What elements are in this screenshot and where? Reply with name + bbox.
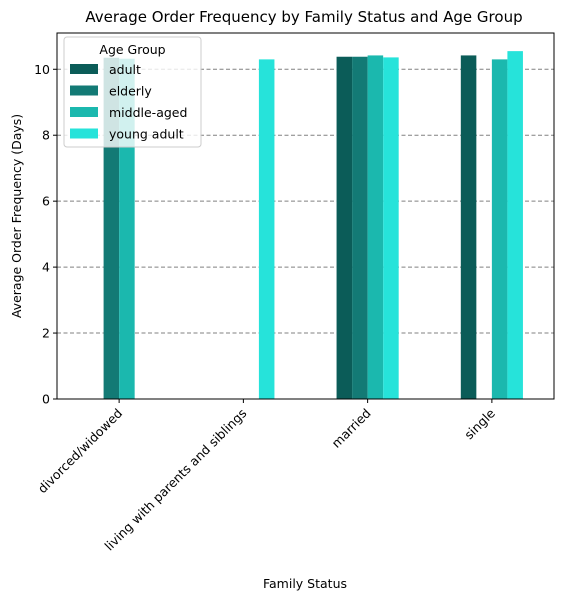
legend-title: Age Group (99, 42, 165, 57)
plot-frame (56, 32, 555, 400)
x-axis-label: Family Status (263, 576, 347, 591)
legend: Age Group adult elderly middle-aged young ad… (63, 36, 202, 148)
legend-entry: elderly (109, 84, 152, 99)
gridlines (57, 68, 554, 334)
bars (103, 51, 523, 400)
bar-young-adult-3 (507, 51, 523, 400)
bar-middle-aged-2 (367, 55, 384, 399)
y-tick-label: 2 (42, 326, 50, 341)
chart-title: Average Order Frequency by Family Status… (85, 8, 522, 26)
x-tick-label: divorced/widowed (35, 406, 126, 497)
legend-entry: young adult (109, 127, 184, 142)
legend-frame (63, 36, 202, 148)
bar-young-adult-1 (258, 59, 275, 399)
x-tick-label: living with parents and siblings (101, 406, 249, 554)
legend-entry: adult (109, 62, 141, 77)
legend-swatch (70, 128, 98, 139)
y-tick-label: 0 (42, 392, 50, 407)
legend-swatch (70, 85, 98, 96)
y-tick-label: 8 (42, 128, 50, 143)
legend-swatch (70, 64, 98, 74)
x-tick-label: single (461, 405, 498, 442)
bar-middle-aged-3 (491, 59, 508, 399)
y-tick-label: 4 (42, 260, 50, 275)
y-axis: 0 2 4 6 8 10 (34, 62, 57, 407)
y-tick-label: 10 (34, 62, 50, 77)
bar-young-adult-2 (383, 57, 399, 400)
y-axis-label: Average Order Frequency (Days) (9, 114, 24, 318)
bar-adult-2 (336, 56, 353, 399)
legend-entry: middle-aged (109, 105, 187, 120)
bar-elderly-2 (352, 56, 368, 399)
legend-swatch (70, 107, 98, 117)
y-tick-label: 6 (42, 194, 50, 209)
bar-adult-3 (460, 55, 477, 399)
x-tick-label: married (328, 406, 373, 451)
